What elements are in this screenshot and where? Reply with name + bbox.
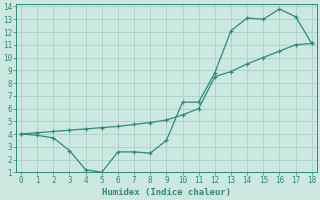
X-axis label: Humidex (Indice chaleur): Humidex (Indice chaleur)	[102, 188, 231, 197]
